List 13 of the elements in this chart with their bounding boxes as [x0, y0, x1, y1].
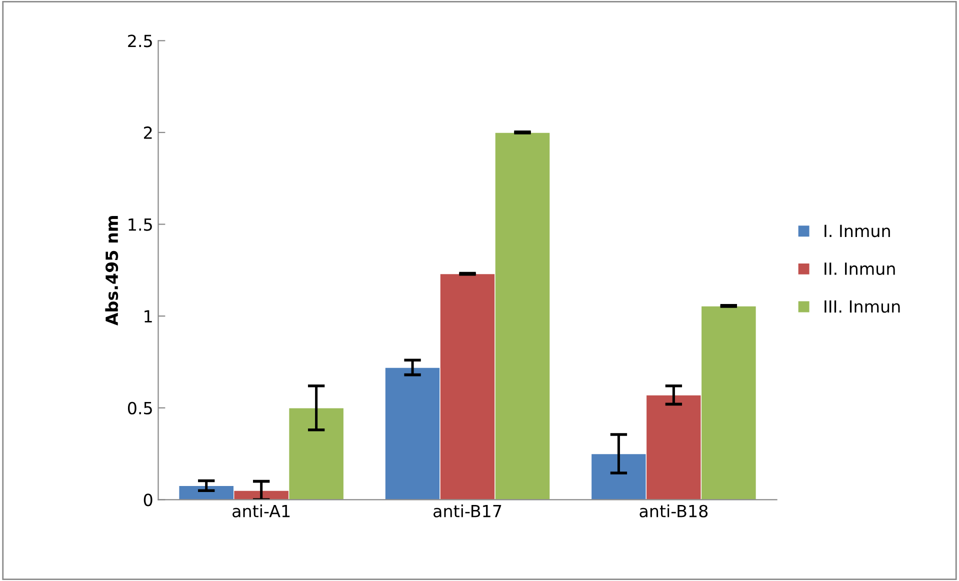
x-tick-label: anti-A1 — [232, 504, 290, 518]
y-tick-label: 1 — [144, 310, 152, 322]
y-tick-label: 0.5 — [128, 402, 152, 414]
y-tick-label: 2.5 — [128, 34, 152, 48]
legend-label: III. Inmun — [824, 300, 900, 313]
y-tick-label: 0 — [144, 494, 152, 506]
y-tick-label: 2 — [144, 126, 152, 139]
legend-label: I. Inmun — [824, 224, 890, 238]
x-tick-label: anti-B17 — [434, 504, 502, 518]
y-tick-label: 1.5 — [128, 218, 152, 231]
y-axis-title: Abs.495 nm — [105, 216, 118, 326]
x-tick-label: anti-B18 — [640, 504, 708, 518]
legend-label: II. Inmun — [824, 262, 895, 275]
